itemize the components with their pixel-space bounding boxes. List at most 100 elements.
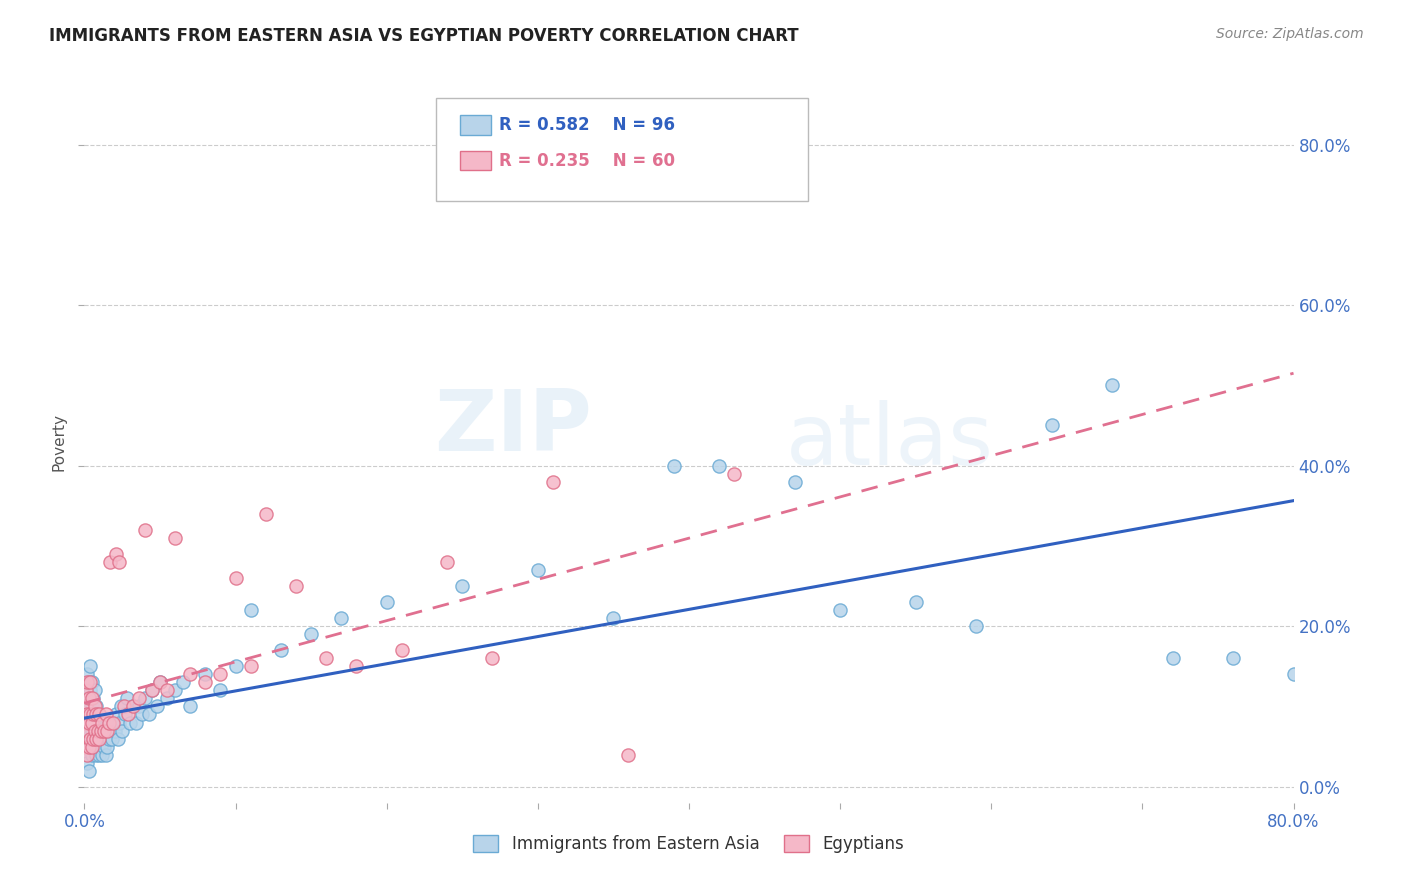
Point: [79, 707, 101, 722]
Point: [128, 699, 150, 714]
Point: [77, 699, 100, 714]
Point: [75, 683, 97, 698]
Point: [90, 715, 112, 730]
Point: [100, 731, 122, 746]
Point: [115, 691, 138, 706]
Point: [89, 747, 111, 762]
Point: [75, 739, 97, 754]
Point: [904, 595, 927, 609]
Point: [87, 739, 110, 754]
Point: [165, 683, 187, 698]
Point: [110, 699, 132, 714]
Point: [141, 683, 163, 698]
Point: [80, 723, 103, 738]
Point: [75, 715, 97, 730]
Point: [82, 691, 104, 706]
Point: [89, 731, 111, 746]
Point: [138, 707, 160, 722]
Point: [75, 739, 97, 754]
Point: [299, 627, 322, 641]
Point: [76, 747, 98, 762]
Point: [225, 571, 247, 585]
Point: [101, 715, 124, 730]
Point: [82, 707, 104, 722]
Point: [77, 715, 100, 730]
Point: [108, 555, 131, 569]
Point: [84, 707, 107, 722]
Point: [783, 475, 806, 489]
Point: [104, 723, 127, 738]
Point: [107, 731, 129, 746]
Point: [128, 691, 150, 706]
Point: [94, 723, 117, 738]
Point: [315, 651, 337, 665]
Point: [86, 747, 108, 762]
Point: [134, 523, 156, 537]
Point: [87, 715, 110, 730]
Point: [87, 723, 110, 738]
Point: [662, 458, 685, 473]
Point: [80, 739, 103, 754]
Point: [76, 675, 98, 690]
Point: [149, 675, 172, 690]
Point: [79, 731, 101, 746]
Point: [94, 707, 117, 722]
Point: [79, 675, 101, 690]
Legend: Immigrants from Eastern Asia, Egyptians: Immigrants from Eastern Asia, Egyptians: [467, 828, 911, 860]
Point: [270, 643, 292, 657]
Point: [285, 579, 308, 593]
Point: [1101, 378, 1123, 392]
Point: [77, 715, 100, 730]
Point: [76, 707, 98, 722]
Point: [118, 715, 141, 730]
Point: [82, 731, 104, 746]
Point: [141, 683, 163, 698]
Point: [86, 731, 108, 746]
Point: [77, 675, 100, 690]
Point: [96, 715, 118, 730]
Point: [79, 659, 101, 673]
Point: [96, 723, 118, 738]
Point: [723, 467, 745, 481]
Point: [76, 723, 98, 738]
Text: ZIP: ZIP: [434, 385, 592, 468]
Point: [965, 619, 987, 633]
Point: [451, 579, 474, 593]
Point: [93, 715, 115, 730]
Point: [1282, 667, 1305, 681]
Point: [79, 683, 101, 698]
Point: [830, 603, 852, 617]
Point: [76, 667, 98, 681]
Point: [254, 507, 277, 521]
Point: [121, 699, 143, 714]
Point: [179, 699, 201, 714]
Point: [105, 707, 128, 722]
Point: [89, 707, 111, 722]
Point: [1161, 651, 1184, 665]
Point: [108, 715, 131, 730]
Point: [84, 731, 107, 746]
Point: [75, 683, 97, 698]
Point: [96, 739, 118, 754]
Point: [225, 659, 247, 673]
Point: [76, 707, 98, 722]
Point: [75, 731, 97, 746]
Point: [89, 731, 111, 746]
Point: [76, 747, 98, 762]
Text: atlas: atlas: [786, 400, 994, 483]
Point: [98, 723, 121, 738]
Point: [105, 547, 128, 561]
Point: [117, 707, 139, 722]
Point: [84, 699, 107, 714]
Point: [84, 683, 107, 698]
Point: [527, 563, 550, 577]
Point: [375, 595, 398, 609]
Point: [194, 667, 217, 681]
Point: [75, 699, 97, 714]
Point: [346, 659, 368, 673]
Point: [84, 723, 107, 738]
Point: [709, 458, 731, 473]
Point: [617, 747, 640, 762]
Point: [149, 675, 172, 690]
Point: [90, 723, 112, 738]
